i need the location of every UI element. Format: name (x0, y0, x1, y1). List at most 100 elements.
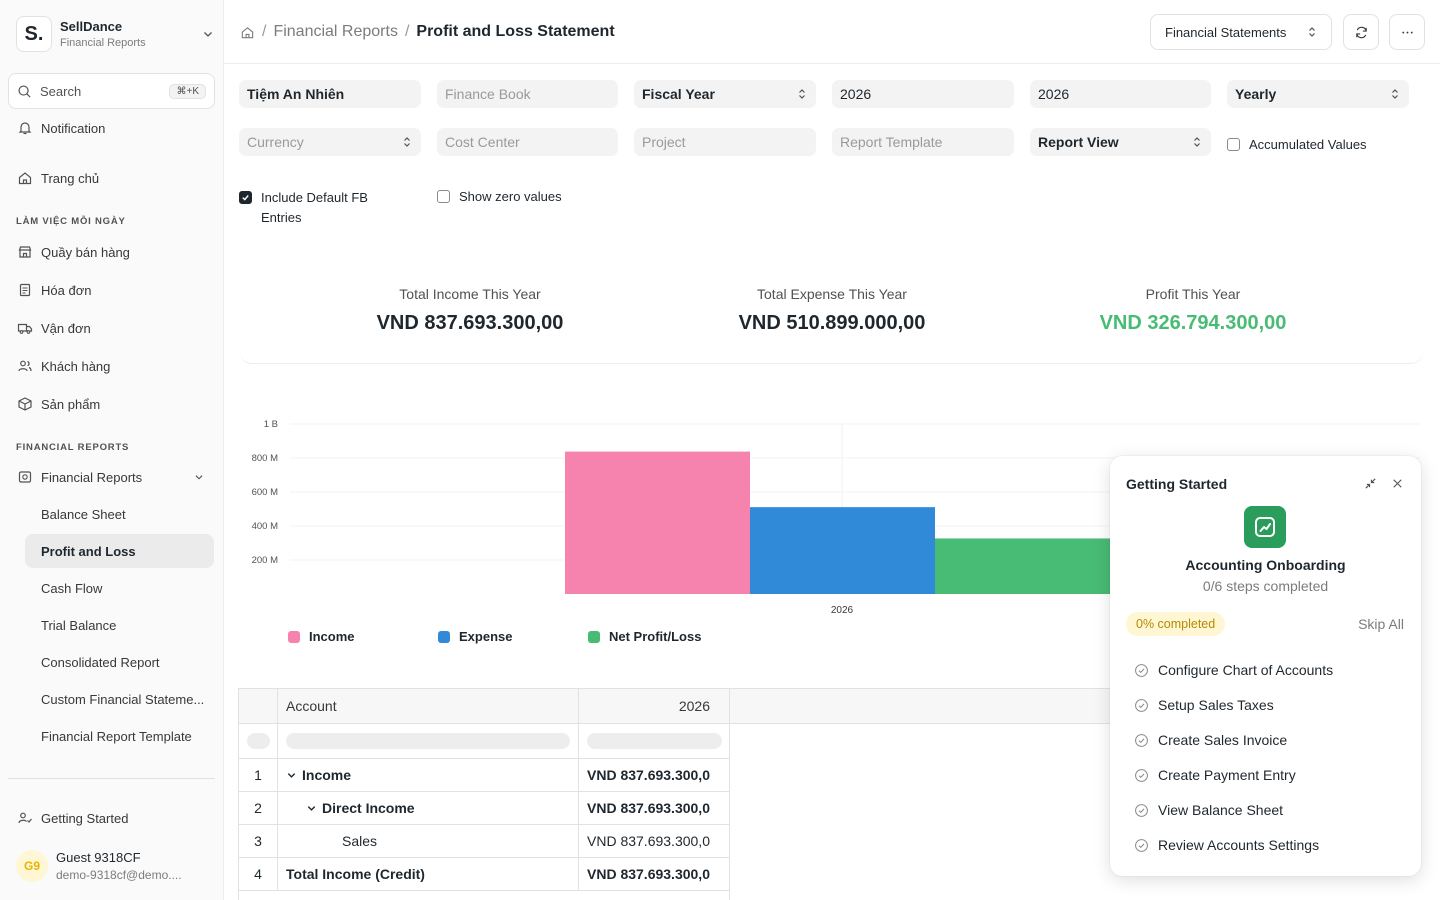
bar-income[interactable] (565, 451, 750, 594)
company-field[interactable]: Tiệm An Nhiên (239, 80, 421, 108)
bar-net-profit-loss[interactable] (935, 538, 1120, 594)
accounting-logo-icon (1244, 506, 1286, 548)
sidebar-item-balance-sheet[interactable]: Balance Sheet (41, 506, 126, 522)
home-icon (18, 172, 32, 185)
box-icon (18, 397, 32, 411)
onboarding-step[interactable]: Create Sales Invoice (1134, 730, 1287, 750)
workspace-switcher[interactable]: S. SellDance Financial Reports (16, 16, 216, 52)
sidebar-item-home[interactable]: Trang chủ (8, 161, 215, 195)
onboarding-step[interactable]: Configure Chart of Accounts (1134, 660, 1333, 680)
report-view-value: Report View (1038, 134, 1119, 150)
sidebar-item-cash-flow[interactable]: Cash Flow (41, 580, 103, 596)
onboarding-steps-count: 0/6 steps completed (1202, 578, 1329, 594)
report-template-placeholder: Report Template (840, 134, 943, 150)
filter-cell[interactable] (278, 724, 579, 758)
onboarding-step[interactable]: Create Payment Entry (1134, 765, 1296, 785)
report-view-select[interactable]: Report View (1030, 128, 1211, 156)
step-label: Configure Chart of Accounts (1158, 662, 1334, 678)
circle-check-icon (1135, 698, 1148, 712)
table-row[interactable]: 2 Direct Income VND 837.693.300,0 (239, 792, 729, 825)
chevron-up-down-icon (404, 137, 410, 147)
sidebar-item-financial-report-template[interactable]: Financial Report Template (41, 728, 192, 744)
show-zero-values-checkbox[interactable]: Show zero values (437, 189, 562, 204)
amount-cell[interactable]: VND 837.693.300,0 (587, 833, 710, 849)
sidebar-item-getting-started[interactable]: Getting Started (8, 801, 215, 835)
close-icon[interactable] (1390, 476, 1405, 491)
sidebar-item-trial-balance[interactable]: Trial Balance (41, 617, 117, 633)
sidebar-item-notification[interactable]: Notification (8, 111, 215, 145)
sidebar-item-profit-and-loss[interactable]: Profit and Loss (25, 534, 214, 568)
chevron-down-icon[interactable] (286, 770, 297, 781)
row-number: 2 (239, 792, 278, 824)
currency-select[interactable]: Currency (239, 128, 421, 156)
checkbox-box (1227, 138, 1240, 151)
account-cell[interactable]: Direct Income (278, 792, 579, 824)
table-row[interactable]: 1 Income VND 837.693.300,0 (239, 759, 729, 792)
onboarding-step[interactable]: Setup Sales Taxes (1134, 695, 1274, 715)
table-header-2026[interactable]: 2026 (678, 698, 710, 714)
accumulated-values-checkbox[interactable]: Accumulated Values (1227, 137, 1367, 152)
y-tick-label: 600 M (252, 487, 278, 498)
period-based-on-select[interactable]: Fiscal Year (634, 80, 816, 108)
amount-cell[interactable]: VND 837.693.300,0 (587, 866, 710, 882)
table-header-account[interactable]: Account (278, 689, 579, 723)
skip-all-button[interactable]: Skip All (1358, 616, 1404, 632)
checkbox-box (437, 190, 450, 203)
checkbox-label: Accumulated Values (1249, 137, 1367, 152)
legend-label: Income (309, 629, 355, 644)
table-row[interactable]: 4 Total Income (Credit) VND 837.693.300,0 (239, 858, 729, 891)
financial-statements-select[interactable]: Financial Statements (1150, 14, 1332, 50)
checkbox-label: Include Default FB Entries (261, 190, 368, 225)
period-based-on-value: Fiscal Year (642, 86, 715, 102)
filter-placeholder (246, 733, 270, 749)
profit-value: VND 326.794.300,00 (1099, 312, 1287, 334)
sidebar-item-custom-financial-statement[interactable]: Custom Financial Stateme... (41, 691, 205, 707)
sidebar-item-products[interactable]: Sản phẩm (8, 387, 215, 421)
account-name: Sales (342, 833, 378, 849)
step-label: View Balance Sheet (1158, 802, 1284, 818)
table-row[interactable]: 3 Sales VND 837.693.300,0 (239, 825, 729, 858)
account-cell[interactable]: Income (278, 759, 579, 791)
legend-label: Net Profit/Loss (609, 629, 702, 644)
chevron-down-icon[interactable] (306, 803, 317, 814)
onboarding-step[interactable]: View Balance Sheet (1134, 800, 1283, 820)
project-field[interactable]: Project (634, 128, 816, 156)
user-menu[interactable]: G9 Guest 9318CF demo-9318cf@demo.... (16, 846, 216, 886)
amount-cell[interactable]: VND 837.693.300,0 (587, 767, 710, 783)
more-options-button[interactable] (1389, 14, 1425, 50)
bar-expense[interactable] (750, 507, 935, 594)
minimize-icon[interactable] (1363, 476, 1378, 491)
sidebar-item-customers[interactable]: Khách hàng (8, 349, 215, 383)
account-cell[interactable]: Total Income (Credit) (278, 858, 579, 890)
amount-cell[interactable]: VND 837.693.300,0 (587, 800, 710, 816)
legend-item-income[interactable]: Income (288, 629, 355, 644)
sidebar-item-label: Quầy bán hàng (41, 244, 130, 260)
sidebar-item-consolidated-report[interactable]: Consolidated Report (41, 654, 160, 670)
filter-cell[interactable] (579, 724, 729, 758)
onboarding-step[interactable]: Review Accounts Settings (1134, 835, 1319, 855)
search-label: Search (40, 83, 82, 99)
refresh-button[interactable] (1343, 14, 1379, 50)
cost-center-placeholder: Cost Center (445, 134, 520, 150)
legend-item-net-profit-loss[interactable]: Net Profit/Loss (588, 629, 701, 644)
breadcrumb-parent[interactable]: Financial Reports (273, 23, 398, 40)
filter-placeholder (587, 733, 722, 749)
sidebar-item-delivery[interactable]: Vận đơn (8, 311, 215, 345)
from-fiscal-year-field[interactable]: 2026 (832, 80, 1014, 108)
sidebar-item-pos[interactable]: Quầy bán hàng (8, 235, 215, 269)
finance-book-field[interactable]: Finance Book (437, 80, 618, 108)
report-template-field[interactable]: Report Template (832, 128, 1014, 156)
periodicity-select[interactable]: Yearly (1227, 80, 1409, 108)
sidebar-item-financial-reports[interactable]: Financial Reports (8, 460, 215, 494)
account-cell[interactable]: Sales (278, 825, 579, 857)
cost-center-field[interactable]: Cost Center (437, 128, 618, 156)
chevron-down-icon (195, 475, 203, 480)
to-fiscal-year-field[interactable]: 2026 (1030, 80, 1211, 108)
sidebar-item-invoice[interactable]: Hóa đơn (8, 273, 215, 307)
legend-item-expense[interactable]: Expense (438, 629, 512, 644)
home-icon[interactable] (240, 25, 255, 40)
include-default-fb-checkbox[interactable]: Include Default FB Entries (239, 188, 409, 228)
brand-name: SellDance (60, 19, 123, 34)
avatar: G9 (16, 850, 48, 882)
search-button[interactable]: Search ⌘+K (8, 73, 215, 109)
